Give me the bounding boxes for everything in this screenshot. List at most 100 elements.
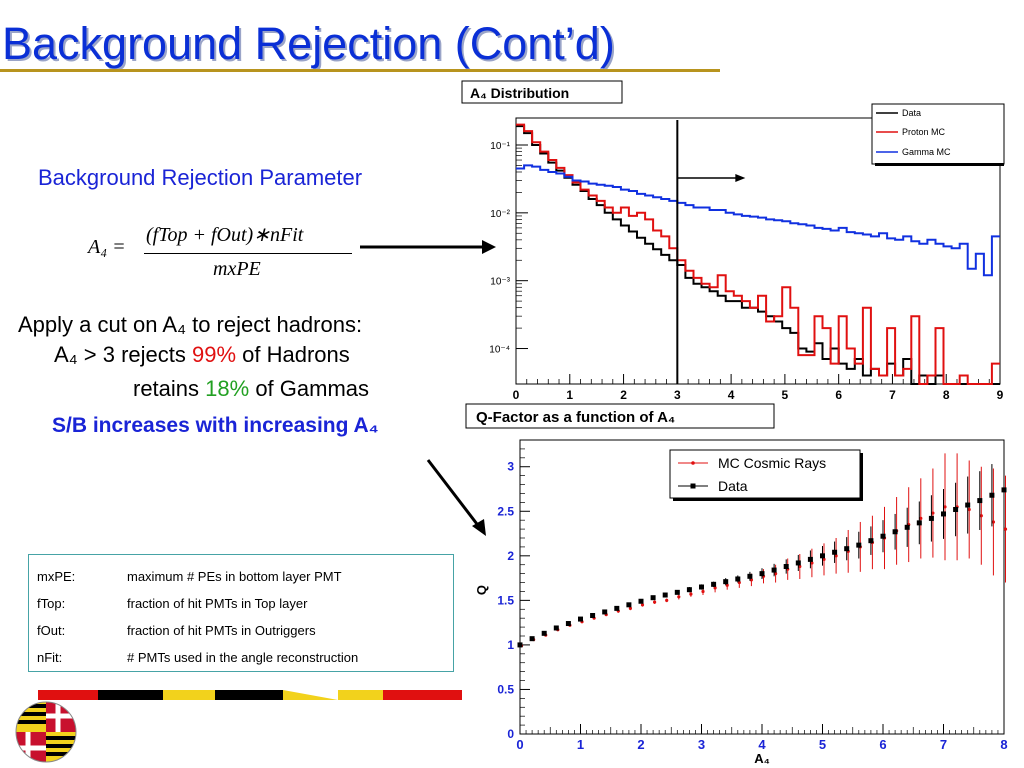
x-tick-label: 4 (728, 388, 735, 402)
point-data (650, 595, 656, 601)
chart2-ylabel: Q (474, 585, 489, 595)
x-tick-label: 7 (889, 388, 896, 402)
definition-term: mxPE: (37, 569, 76, 584)
formula-numerator: (fTop + fOut)∗nFit (146, 224, 304, 246)
y-tick-label: 1 (507, 638, 514, 652)
point-data (578, 616, 583, 622)
x-tick-label: 0 (516, 737, 523, 752)
point-data (783, 564, 789, 570)
q-factor-chart: Q-Factor as a function of A₄ 0 1 2 3 4 5 6 7 8 0 0… (465, 403, 1008, 766)
definition-desc: fraction of hit PMTs in Outriggers (127, 623, 316, 638)
point-mc-cosmic-rays (1003, 527, 1008, 531)
definition-desc: fraction of hit PMTs in Top layer (127, 596, 308, 611)
point-mc-cosmic-rays (822, 557, 826, 561)
x-tick-label: 2 (637, 737, 644, 752)
x-tick-label: 9 (997, 388, 1004, 402)
point-data (820, 553, 825, 559)
legend-label-data: Data (902, 108, 921, 118)
point-mc-cosmic-rays (931, 511, 935, 515)
x-tick-label: 6 (879, 737, 886, 752)
point-data (674, 589, 680, 595)
point-mc-cosmic-rays (943, 505, 947, 509)
point-data (880, 533, 886, 539)
point-data (662, 592, 668, 598)
y-tick-label: 10⁻⁴ (489, 345, 510, 356)
chart2-title-box (465, 403, 775, 429)
y-tick-label: 10⁻¹ (490, 141, 510, 152)
legend-label-proton: Proton MC (902, 127, 946, 137)
chart1-title: A₄ Distribution (470, 85, 569, 101)
definition-term: fOut: (37, 623, 66, 638)
point-mc-cosmic-rays (810, 561, 814, 565)
point-data (989, 492, 995, 498)
x-tick-label: 5 (819, 737, 826, 752)
arrow-to-distribution (360, 240, 496, 254)
point-mc-cosmic-rays (665, 598, 669, 602)
point-mc-cosmic-rays (689, 592, 693, 596)
slide-title: Background Rejection (Cont’d) (2, 18, 615, 69)
point-mc-cosmic-rays (737, 580, 741, 585)
x-tick-label: 8 (1000, 737, 1007, 752)
point-data (928, 515, 934, 521)
point-data (795, 560, 801, 566)
definition-term: fTop: (37, 596, 66, 611)
chart2-title: Q-Factor as a function of A₄ (476, 409, 675, 426)
point-data (941, 511, 946, 517)
x-tick-label: 4 (758, 737, 766, 752)
hadron-rejection-percent: 99% (191, 342, 237, 367)
cut-line-2-post: of Hadrons (236, 342, 350, 367)
point-data (807, 556, 813, 562)
x-tick-label: 8 (943, 388, 950, 402)
point-data (844, 546, 850, 552)
point-data (686, 587, 692, 593)
gamma-retention-percent: 18% (205, 376, 250, 401)
cut-line-1: Apply a cut on A₄ to reject hadrons: (18, 312, 363, 337)
cut-line-3: retains 18% of Gammas (133, 376, 369, 402)
fraction-bar (144, 253, 352, 254)
point-data (541, 630, 547, 636)
x-tick-label: 6 (835, 388, 842, 402)
legend-label-gamma: Gamma MC (902, 147, 951, 157)
chart1-title-box (461, 80, 623, 104)
y-tick-label: 2.5 (497, 504, 514, 518)
point-data (747, 573, 753, 579)
point-mc-cosmic-rays (640, 603, 645, 607)
cut-line-3-pre: retains (133, 376, 206, 401)
point-data (723, 579, 729, 585)
x-tick-label: 5 (782, 388, 789, 402)
y-tick-label: 0 (507, 727, 514, 741)
definition-desc: # PMTs used in the angle reconstruction (127, 650, 359, 665)
formula-lhs: A₄ = (88, 236, 126, 258)
maryland-color-stripe (38, 690, 462, 700)
point-data (529, 636, 535, 642)
x-tick-label: 0 (513, 388, 520, 402)
series-line-gamma-mc (516, 164, 1000, 277)
parameter-heading: Background Rejection Parameter (38, 165, 363, 190)
a4-distribution-chart: A₄ Distribution 0 1 2 3 4 5 6 7 8 9 10⁻¹ 10⁻² 10⁻³ 10… (461, 80, 1005, 402)
legend-marker-mc (691, 461, 695, 465)
point-data (602, 609, 608, 615)
point-data (868, 538, 874, 544)
title-underline (0, 69, 720, 72)
chart1-legend: Data Proton MC Gamma MC (871, 103, 1005, 166)
chart2-xlabel: A₄ (754, 751, 770, 766)
point-data (759, 571, 765, 577)
point-data (711, 581, 717, 587)
y-tick-label: 10⁻³ (490, 277, 510, 288)
cut-line-3-post: of Gammas (249, 376, 370, 401)
point-mc-cosmic-rays (979, 514, 983, 518)
variable-definitions: mxPE: maximum # PEs in bottom layer PMT … (28, 554, 454, 672)
university-logo-icon (15, 701, 77, 763)
legend-label-mc: MC Cosmic Rays (718, 455, 826, 471)
point-data (965, 502, 971, 508)
y-tick-label: 1.5 (497, 593, 514, 607)
point-data (904, 524, 910, 530)
x-tick-label: 3 (698, 737, 705, 752)
point-mc-cosmic-rays (701, 589, 705, 594)
x-tick-label: 2 (620, 388, 627, 402)
cut-line-2-pre: A₄ > 3 rejects (54, 342, 192, 367)
point-data (953, 506, 959, 512)
point-mc-cosmic-rays (798, 564, 802, 569)
y-tick-label: 0.5 (497, 682, 514, 696)
definition-term: nFit: (37, 650, 63, 665)
